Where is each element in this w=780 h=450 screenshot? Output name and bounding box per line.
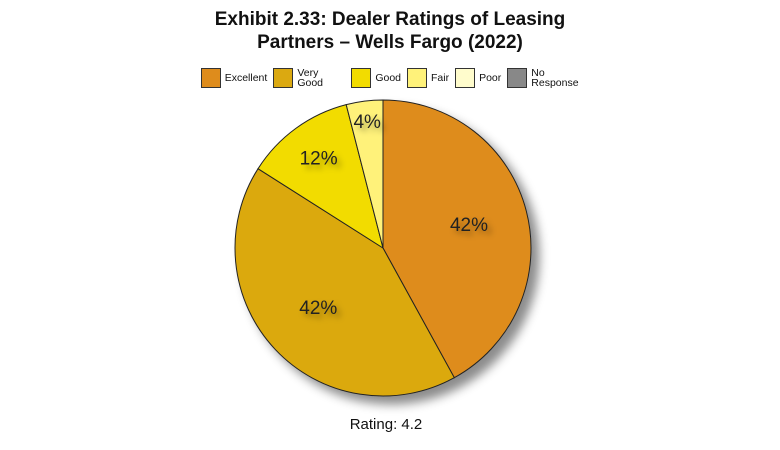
legend-swatch — [273, 68, 294, 88]
legend-label: Excellent — [224, 72, 268, 84]
legend-swatch — [455, 68, 476, 88]
legend-item: Very Good — [273, 68, 345, 88]
legend-label: Fair — [431, 72, 450, 84]
legend-item: Good — [351, 68, 401, 88]
pie — [234, 99, 532, 397]
slice-label: 12% — [300, 148, 338, 169]
legend-swatch — [200, 68, 221, 88]
slice-label: 4% — [353, 112, 381, 133]
legend: Excellent Very Good Good Fair Poor No Respons… — [0, 68, 780, 88]
legend-label: Poor — [479, 72, 502, 84]
legend-label: Good — [375, 72, 401, 84]
slice-label: 42% — [299, 298, 337, 319]
pie-slice — [382, 99, 532, 379]
legend-swatch — [507, 68, 528, 88]
legend-item: Excellent — [200, 68, 268, 88]
slice-labels: 42% 42% 12% 4% — [299, 112, 488, 319]
chart-title: Exhibit 2.33: Dealer Ratings of Leasing … — [214, 9, 566, 53]
legend-swatch — [407, 68, 427, 88]
legend-label: Very Good — [297, 67, 323, 89]
pie-slice — [257, 104, 384, 250]
legend-item: Fair — [407, 68, 449, 88]
pie-slice — [234, 168, 455, 397]
slice-label: 42% — [450, 215, 488, 236]
subtitle: Rating: 4.2 — [350, 416, 423, 433]
legend-swatch — [351, 68, 372, 88]
legend-item: No Response — [507, 68, 579, 88]
legend-label: No Response — [531, 67, 579, 89]
legend-item: Poor — [455, 68, 501, 88]
